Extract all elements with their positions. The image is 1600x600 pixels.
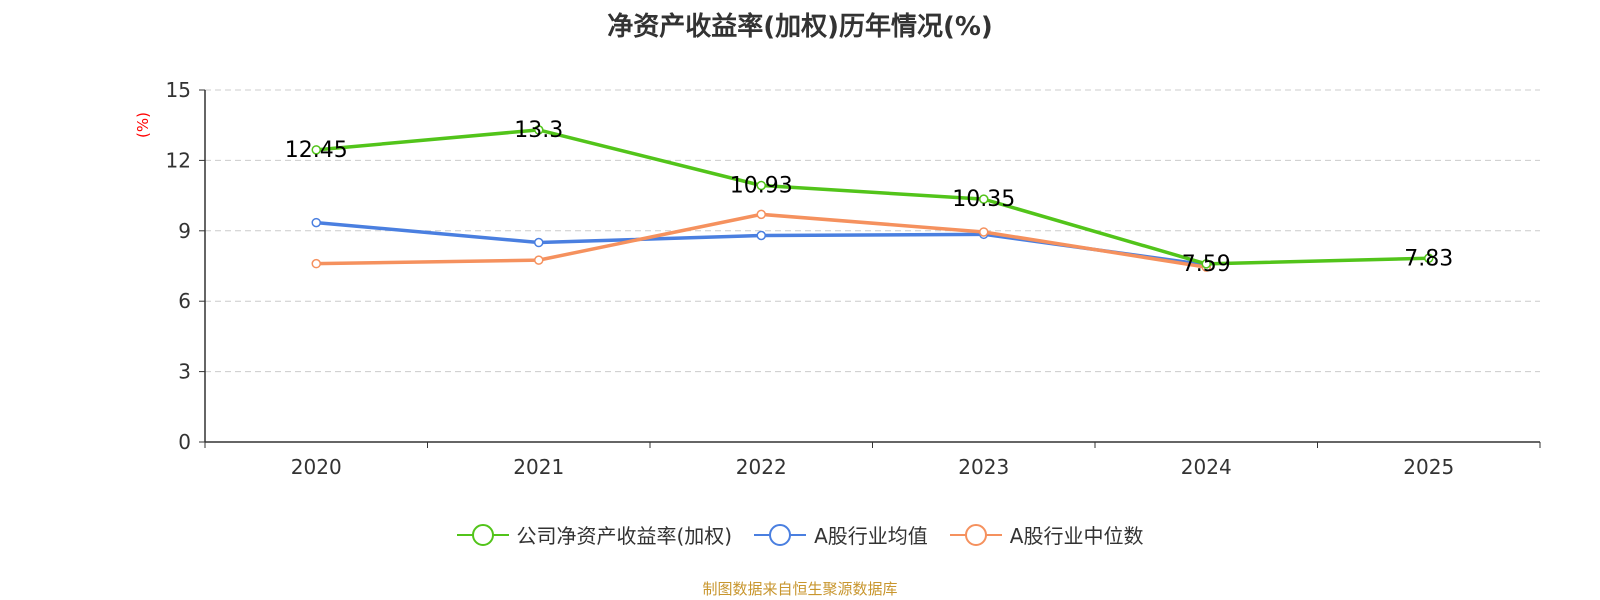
legend-item-2[interactable]: A股行业中位数 [949, 520, 1144, 549]
data-point [756, 209, 766, 220]
series-line-0 [316, 128, 1429, 266]
x-tick-label: 2024 [1181, 455, 1232, 479]
data-point [311, 145, 321, 155]
data-label: 7.83 [1404, 246, 1453, 271]
data-point [534, 255, 544, 265]
data-label: 7.59 [1182, 252, 1231, 277]
x-tick-label: 2025 [1403, 455, 1454, 479]
grid-lines [205, 89, 1540, 373]
data-point [979, 194, 989, 204]
data-label: 12.45 [285, 138, 348, 163]
data-point [1201, 259, 1211, 269]
legend-item-1[interactable]: A股行业均值 [754, 520, 928, 549]
axes: 0 3 6 9 12 15 2020 2021 2022 2023 2024 2025 (%) [134, 78, 1541, 479]
legend-label: A股行业中位数 [1009, 524, 1144, 548]
y-axis-label: (%) [134, 112, 152, 138]
legend-label: 公司净资产收益率(加权) [516, 524, 733, 548]
y-tick-label: 0 [178, 430, 191, 454]
x-tick-label: 2021 [513, 455, 564, 479]
data-point [979, 227, 989, 237]
source-note: 制图数据来自恒生聚源数据库 [702, 580, 898, 598]
data-label: 10.93 [730, 174, 793, 199]
x-tick-label: 2020 [291, 455, 342, 479]
data-label: 13.3 [514, 118, 563, 143]
data-labels: 12.45 13.3 10.93 10.35 7.59 7.83 [285, 118, 1453, 277]
y-tick-label: 12 [166, 148, 191, 172]
series-line-2 [316, 212, 1207, 269]
data-label: 10.35 [952, 187, 1015, 212]
y-tick-label: 6 [178, 289, 191, 313]
data-point [311, 217, 321, 228]
x-tick-label: 2023 [958, 455, 1009, 479]
legend-label: A股行业均值 [814, 524, 928, 548]
legend-swatch-icon [949, 523, 1002, 546]
series [311, 125, 1434, 272]
data-point [534, 125, 544, 135]
x-tick-label: 2022 [736, 455, 787, 479]
data-point [756, 230, 766, 241]
y-tick-label: 15 [166, 78, 191, 102]
data-point [1424, 253, 1434, 264]
y-tick-label: 9 [178, 219, 191, 243]
data-point [534, 237, 544, 248]
series-line-1 [316, 220, 1207, 267]
data-point [311, 258, 321, 269]
y-tick-label: 3 [178, 360, 191, 384]
data-point [756, 180, 766, 191]
legend-item-0[interactable]: 公司净资产收益率(加权) [456, 520, 733, 549]
legend-swatch-icon [754, 523, 807, 546]
chart-title: 净资产收益率(加权)历年情况(%) [607, 12, 993, 42]
legend: 公司净资产收益率(加权) A股行业均值 A股行业中位数 [0, 520, 1600, 549]
legend-swatch-icon [456, 523, 509, 546]
